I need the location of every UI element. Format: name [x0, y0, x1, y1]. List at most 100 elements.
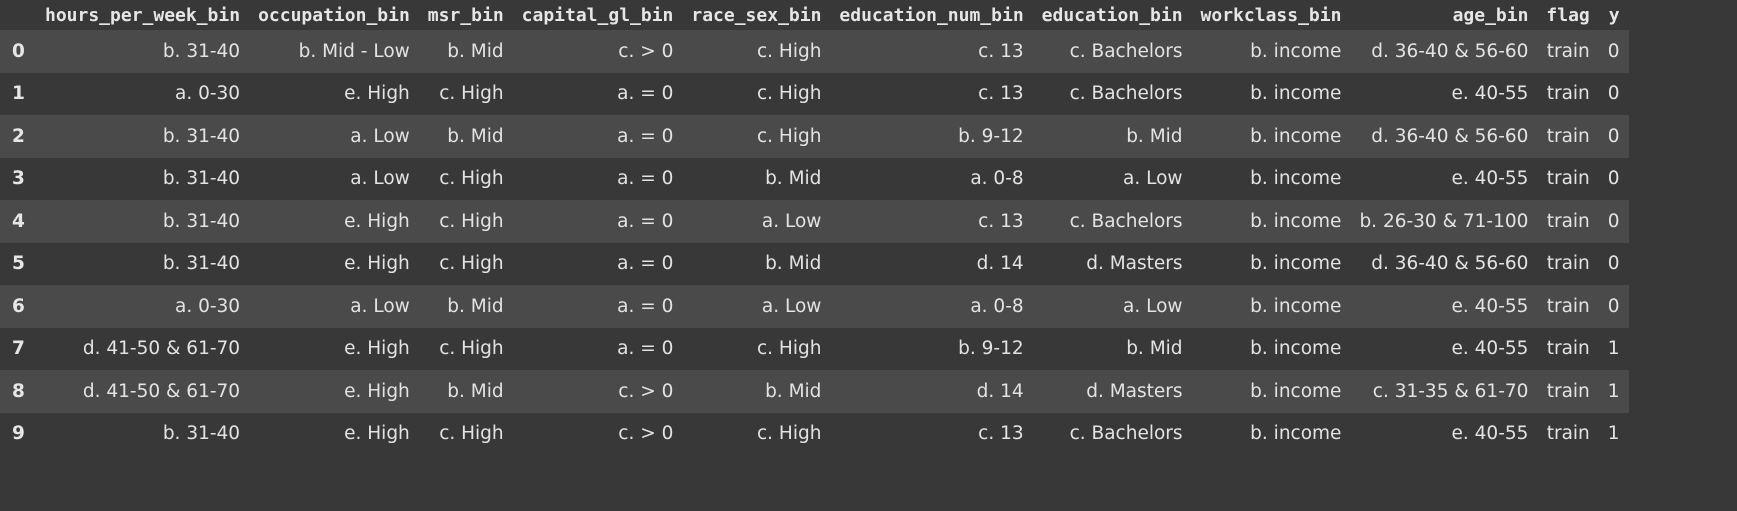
table-cell: c. High — [418, 72, 513, 115]
column-header: education_num_bin — [830, 0, 1033, 30]
table-row: 3 b. 31-40 a. Low c. High a. = 0 b. Mid a. 0-8… — [0, 157, 1629, 200]
table-cell: d. 36-40 & 56-60 — [1350, 30, 1538, 73]
column-header: race_sex_bin — [682, 0, 831, 30]
table-cell: d. 14 — [830, 242, 1033, 285]
table-cell: b. income — [1191, 242, 1351, 285]
table-cell: b. 31-40 — [36, 115, 250, 158]
header-row: hours_per_week_bin occupation_bin msr_bi… — [0, 0, 1629, 30]
table-cell: b. 31-40 — [36, 200, 250, 243]
table-cell: a. = 0 — [512, 285, 683, 328]
table-cell: a. 0-8 — [830, 285, 1033, 328]
table-cell: e. 40-55 — [1350, 285, 1538, 328]
table-cell: train — [1537, 200, 1599, 243]
table-cell: train — [1537, 115, 1599, 158]
table-cell: a. Low — [1032, 157, 1192, 200]
table-cell: a. = 0 — [512, 200, 683, 243]
table-cell: 0 — [1598, 115, 1629, 158]
row-index: 1 — [0, 72, 36, 115]
row-index: 9 — [0, 412, 36, 455]
table-row: 5 b. 31-40 e. High c. High a. = 0 b. Mid d. 14… — [0, 242, 1629, 285]
table-cell: b. 26-30 & 71-100 — [1350, 200, 1538, 243]
table-cell: 0 — [1598, 30, 1629, 73]
table-cell: c. High — [682, 412, 831, 455]
table-cell: train — [1537, 157, 1599, 200]
column-header: msr_bin — [418, 0, 513, 30]
table-cell: b. 9-12 — [830, 115, 1033, 158]
table-cell: b. Mid — [1032, 115, 1192, 158]
table-cell: c. Bachelors — [1032, 412, 1192, 455]
table-cell: a. Low — [682, 200, 831, 243]
row-index: 5 — [0, 242, 36, 285]
table-cell: c. High — [418, 242, 513, 285]
table-cell: a. 0-8 — [830, 157, 1033, 200]
table-row: 2 b. 31-40 a. Low b. Mid a. = 0 c. High b. 9-1… — [0, 115, 1629, 158]
table-cell: c. 13 — [830, 412, 1033, 455]
table-cell: e. 40-55 — [1350, 72, 1538, 115]
table-cell: a. Low — [1032, 285, 1192, 328]
table-cell: a. Low — [682, 285, 831, 328]
table-row: 7 d. 41-50 & 61-70 e. High c. High a. = 0 c. … — [0, 327, 1629, 370]
table-cell: a. 0-30 — [36, 72, 250, 115]
column-header: y — [1598, 0, 1629, 30]
table-cell: train — [1537, 327, 1599, 370]
table-cell: c. > 0 — [512, 370, 683, 413]
column-header: age_bin — [1350, 0, 1538, 30]
table-cell: train — [1537, 370, 1599, 413]
table-cell: d. 41-50 & 61-70 — [36, 370, 250, 413]
column-header: workclass_bin — [1191, 0, 1351, 30]
table-cell: d. 36-40 & 56-60 — [1350, 115, 1538, 158]
table-cell: b. Mid - Low — [249, 30, 419, 73]
column-header: education_bin — [1032, 0, 1192, 30]
table-cell: e. 40-55 — [1350, 412, 1538, 455]
table-cell: b. Mid — [418, 370, 513, 413]
table-cell: 0 — [1598, 157, 1629, 200]
table-row: 9 b. 31-40 e. High c. High c. > 0 c. High c. 1… — [0, 412, 1629, 455]
index-header — [0, 0, 36, 30]
table-cell: c. High — [418, 412, 513, 455]
table-cell: b. income — [1191, 30, 1351, 73]
table-cell: a. = 0 — [512, 72, 683, 115]
table-cell: b. 9-12 — [830, 327, 1033, 370]
table-cell: 1 — [1598, 412, 1629, 455]
table-cell: c. High — [418, 327, 513, 370]
table-cell: e. High — [249, 200, 419, 243]
column-header: hours_per_week_bin — [36, 0, 250, 30]
table-cell: a. = 0 — [512, 157, 683, 200]
column-header: occupation_bin — [249, 0, 419, 30]
table-header: hours_per_week_bin occupation_bin msr_bi… — [0, 0, 1629, 30]
table-cell: c. High — [682, 327, 831, 370]
table-cell: e. High — [249, 370, 419, 413]
table-row: 8 d. 41-50 & 61-70 e. High b. Mid c. > 0 b. M… — [0, 370, 1629, 413]
table-cell: c. Bachelors — [1032, 30, 1192, 73]
table-cell: train — [1537, 72, 1599, 115]
table-cell: c. Bachelors — [1032, 72, 1192, 115]
table-cell: train — [1537, 242, 1599, 285]
table-cell: c. 13 — [830, 72, 1033, 115]
row-index: 2 — [0, 115, 36, 158]
table-cell: 0 — [1598, 242, 1629, 285]
table-cell: c. High — [418, 157, 513, 200]
table-cell: b. income — [1191, 327, 1351, 370]
row-index: 8 — [0, 370, 36, 413]
table-cell: e. High — [249, 242, 419, 285]
table-cell: b. income — [1191, 72, 1351, 115]
table-cell: c. High — [682, 115, 831, 158]
table-cell: b. income — [1191, 157, 1351, 200]
table-cell: c. 13 — [830, 200, 1033, 243]
table-cell: c. 31-35 & 61-70 — [1350, 370, 1538, 413]
table-cell: b. 31-40 — [36, 157, 250, 200]
row-index: 3 — [0, 157, 36, 200]
table-row: 0 b. 31-40 b. Mid - Low b. Mid c. > 0 c. High… — [0, 30, 1629, 73]
table-cell: a. = 0 — [512, 242, 683, 285]
table-cell: 0 — [1598, 200, 1629, 243]
table-cell: 1 — [1598, 370, 1629, 413]
table-cell: b. 31-40 — [36, 242, 250, 285]
table-cell: b. Mid — [682, 370, 831, 413]
table-body: 0 b. 31-40 b. Mid - Low b. Mid c. > 0 c. High… — [0, 30, 1629, 455]
row-index: 7 — [0, 327, 36, 370]
table-cell: a. = 0 — [512, 115, 683, 158]
table-cell: e. High — [249, 412, 419, 455]
table-cell: b. 31-40 — [36, 30, 250, 73]
table-cell: b. income — [1191, 412, 1351, 455]
